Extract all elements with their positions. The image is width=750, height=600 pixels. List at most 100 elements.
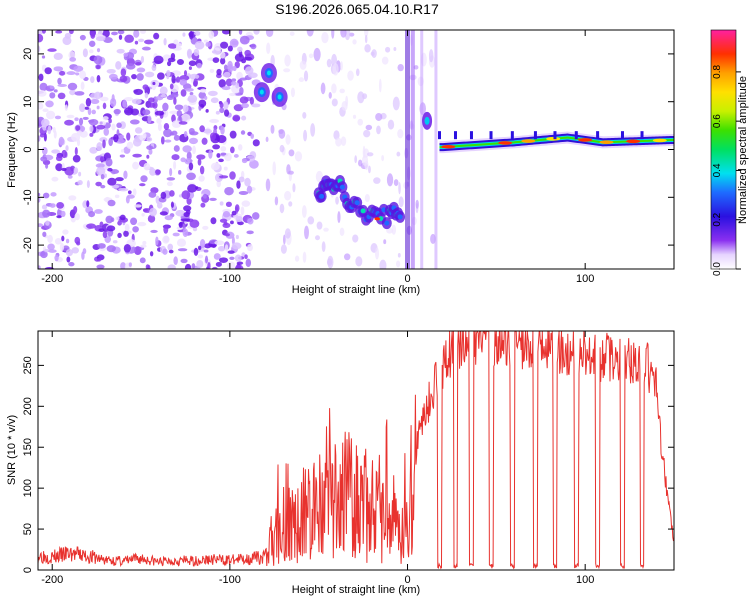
noise-blob bbox=[230, 146, 235, 154]
noise-blob bbox=[181, 190, 191, 200]
noise-blob bbox=[188, 137, 199, 145]
noise-blob bbox=[75, 72, 80, 76]
y-tick-label: -20 bbox=[22, 237, 34, 253]
noise-blob bbox=[193, 48, 200, 57]
noise-blob bbox=[294, 151, 303, 162]
noise-blob bbox=[51, 149, 60, 154]
noise-blob bbox=[175, 76, 181, 83]
carrier-gap bbox=[533, 131, 537, 140]
noise-blob bbox=[59, 70, 66, 76]
noise-blob bbox=[285, 134, 291, 145]
noise-blob bbox=[224, 233, 230, 237]
noise-blob bbox=[208, 149, 213, 159]
noise-blob bbox=[155, 195, 160, 204]
noise-blob bbox=[245, 258, 252, 268]
noise-blob bbox=[210, 97, 219, 104]
noise-blob bbox=[155, 169, 161, 175]
noise-blob bbox=[224, 186, 234, 196]
noise-blob bbox=[68, 195, 77, 201]
noise-blob bbox=[69, 30, 74, 35]
noise-blob bbox=[212, 144, 221, 150]
noise-blob bbox=[217, 245, 226, 252]
noise-blob bbox=[189, 92, 194, 96]
noise-blob bbox=[38, 223, 44, 228]
colorbar-tick-label: 0.0 bbox=[712, 262, 723, 276]
noise-blob bbox=[142, 109, 151, 116]
noise-blob bbox=[183, 212, 190, 218]
noise-blob bbox=[220, 51, 226, 59]
noise-blob bbox=[280, 244, 287, 254]
noise-blob bbox=[238, 190, 249, 195]
noise-blob bbox=[415, 199, 419, 209]
noise-blob bbox=[74, 117, 79, 122]
noise-blob bbox=[288, 149, 295, 157]
noise-blob bbox=[301, 205, 307, 218]
noise-blob bbox=[123, 230, 129, 237]
noise-blob bbox=[220, 152, 227, 156]
noise-blob bbox=[211, 50, 217, 54]
noise-blob bbox=[223, 64, 228, 71]
y-tick-label: 20 bbox=[22, 48, 34, 60]
snr-ylabel: SNR (10 * v/v) bbox=[6, 415, 18, 485]
noise-blob bbox=[89, 146, 98, 154]
noise-blob bbox=[147, 264, 151, 269]
upper-blob-peak bbox=[259, 89, 264, 95]
noise-blob bbox=[278, 129, 286, 139]
noise-blob bbox=[365, 124, 373, 131]
noise-blob bbox=[239, 96, 249, 104]
noise-blob bbox=[340, 61, 343, 71]
noise-blob bbox=[180, 89, 187, 97]
noise-blob bbox=[53, 89, 58, 93]
noise-blob bbox=[299, 60, 307, 70]
noise-blob bbox=[179, 79, 188, 86]
noise-blob bbox=[327, 255, 334, 269]
noise-blob bbox=[163, 37, 167, 46]
noise-blob bbox=[237, 46, 243, 53]
noise-blob bbox=[119, 154, 126, 158]
spectrogram-marks bbox=[38, 30, 674, 269]
x-tick-label: 0 bbox=[404, 273, 410, 285]
noise-blob bbox=[210, 217, 217, 225]
noise-blob bbox=[66, 114, 75, 119]
noise-blob bbox=[133, 30, 140, 38]
noise-blob bbox=[290, 87, 295, 98]
noise-blob bbox=[120, 68, 127, 77]
noise-blob bbox=[167, 57, 176, 63]
noise-blob bbox=[251, 103, 261, 108]
noise-blob bbox=[232, 114, 241, 122]
noise-blob bbox=[71, 132, 81, 142]
noise-blob bbox=[234, 254, 242, 262]
carrier-gap bbox=[553, 131, 557, 140]
noise-blob bbox=[298, 77, 305, 83]
noise-blob bbox=[375, 247, 380, 260]
noise-blob bbox=[167, 243, 174, 251]
x-tick-label: -200 bbox=[41, 574, 63, 586]
noise-blob bbox=[147, 214, 156, 223]
noise-blob bbox=[184, 263, 192, 269]
noise-blob bbox=[218, 175, 229, 179]
noise-blob bbox=[283, 68, 291, 73]
noise-blob bbox=[90, 92, 98, 99]
noise-blob bbox=[320, 82, 326, 95]
noise-blob bbox=[129, 119, 140, 125]
noise-blob bbox=[240, 130, 246, 135]
noise-blob bbox=[241, 158, 248, 164]
noise-blob bbox=[144, 39, 154, 45]
carrier-gap bbox=[640, 131, 644, 140]
noise-blob bbox=[282, 234, 286, 245]
noise-blob bbox=[115, 177, 124, 182]
noise-blob bbox=[214, 43, 223, 51]
noise-blob bbox=[288, 170, 294, 175]
noise-blob bbox=[294, 255, 300, 262]
noise-blob bbox=[38, 45, 41, 53]
mid-blob-core bbox=[424, 116, 430, 125]
noise-blob bbox=[136, 73, 144, 81]
carrier-hotspot bbox=[599, 140, 614, 145]
noise-blob bbox=[196, 154, 206, 160]
noise-blob bbox=[99, 121, 103, 125]
noise-blob bbox=[149, 168, 157, 176]
noise-blob bbox=[71, 247, 80, 254]
noise-blob bbox=[216, 153, 221, 158]
y-tick-label: 10 bbox=[22, 96, 34, 108]
noise-blob bbox=[176, 43, 182, 47]
